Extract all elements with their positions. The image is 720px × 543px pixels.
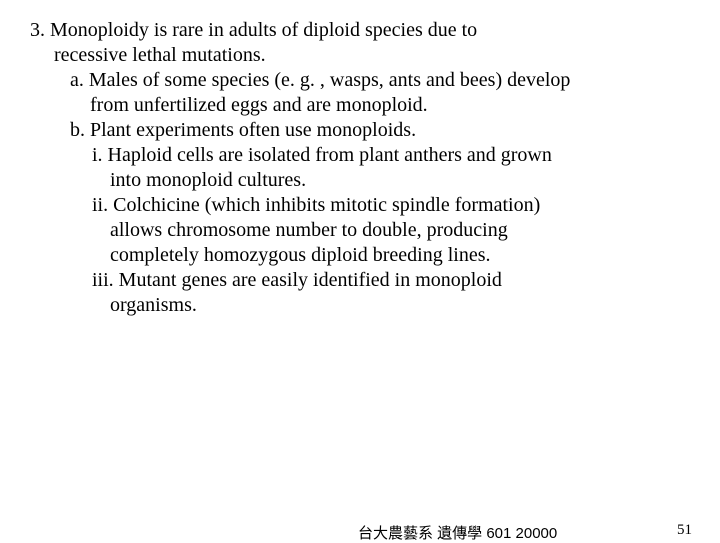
item-3b-ii-line3: completely homozygous diploid breeding l… (110, 243, 690, 268)
item-3b-ii-line2: allows chromosome number to double, prod… (110, 218, 690, 243)
item-3b-i-line2: into monoploid cultures. (110, 168, 690, 193)
item-3b-ii-line1: ii. Colchicine (which inhibits mitotic s… (92, 193, 690, 218)
item-3-line1: 3. Monoploidy is rare in adults of diplo… (30, 18, 690, 43)
item-3b-i-line1: i. Haploid cells are isolated from plant… (92, 143, 690, 168)
slide-content: 3. Monoploidy is rare in adults of diplo… (0, 0, 720, 318)
item-3a-line1: a. Males of some species (e. g. , wasps,… (70, 68, 690, 93)
page-number: 51 (677, 522, 692, 539)
item-3b-iii-line2: organisms. (110, 293, 690, 318)
item-3-line2: recessive lethal mutations. (54, 43, 690, 68)
item-3b-line1: b. Plant experiments often use monoploid… (70, 118, 690, 143)
item-3b-iii-line1: iii. Mutant genes are easily identified … (92, 268, 690, 293)
item-3a-line2: from unfertilized eggs and are monoploid… (90, 93, 690, 118)
